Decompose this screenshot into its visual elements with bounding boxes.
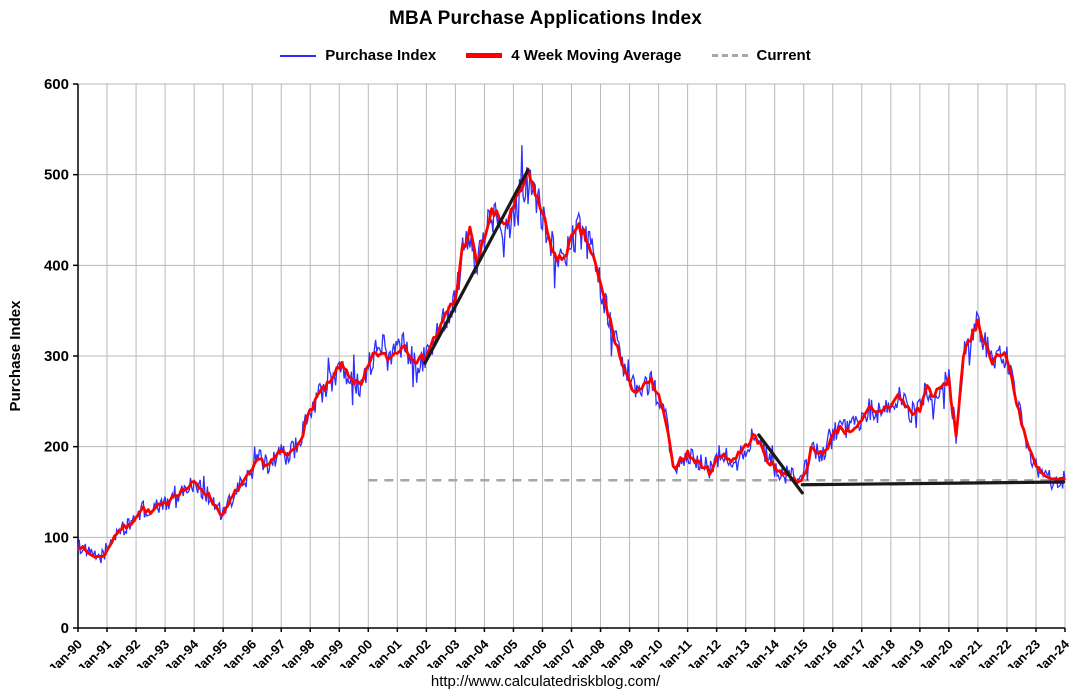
y-tick-label: 600	[44, 76, 69, 93]
chart-legend: Purchase Index 4 Week Moving Average Cur…	[0, 47, 1091, 64]
chart-title: MBA Purchase Applications Index	[388, 8, 703, 29]
y-tick-label: 300	[44, 348, 69, 365]
y-tick-label: 500	[44, 167, 69, 184]
legend-swatch-0	[280, 54, 317, 57]
trend-line	[757, 433, 804, 495]
legend-swatch-2	[711, 54, 748, 57]
source-url: http://www.calculatedriskblog.com/	[430, 673, 661, 690]
moving-average-line	[77, 167, 1066, 559]
y-tick-label: 400	[44, 257, 69, 274]
legend-label-purchase-index: Purchase Index	[325, 47, 437, 64]
purchase-index-line	[77, 145, 1066, 564]
y-axis-label: Purchase Index	[7, 300, 24, 412]
trend-line	[800, 480, 1066, 487]
legend-label-current: Current	[756, 47, 811, 64]
legend-swatch-1	[466, 53, 503, 58]
y-tick-label: 200	[44, 439, 69, 456]
trend-line	[423, 168, 530, 365]
y-tick-label: 0	[61, 620, 69, 637]
legend-item-purchase-index: Purchase Index	[280, 47, 436, 64]
legend-item-current: Current	[711, 47, 811, 64]
legend-label-moving-average: 4 Week Moving Average	[511, 47, 682, 64]
x-tick-label: Jan-24	[1032, 636, 1072, 668]
legend-item-moving-average: 4 Week Moving Average	[466, 47, 682, 64]
plot-area: 0100200300400500600Jan-90Jan-91Jan-92Jan…	[7, 76, 1073, 668]
y-tick-label: 100	[44, 529, 69, 546]
